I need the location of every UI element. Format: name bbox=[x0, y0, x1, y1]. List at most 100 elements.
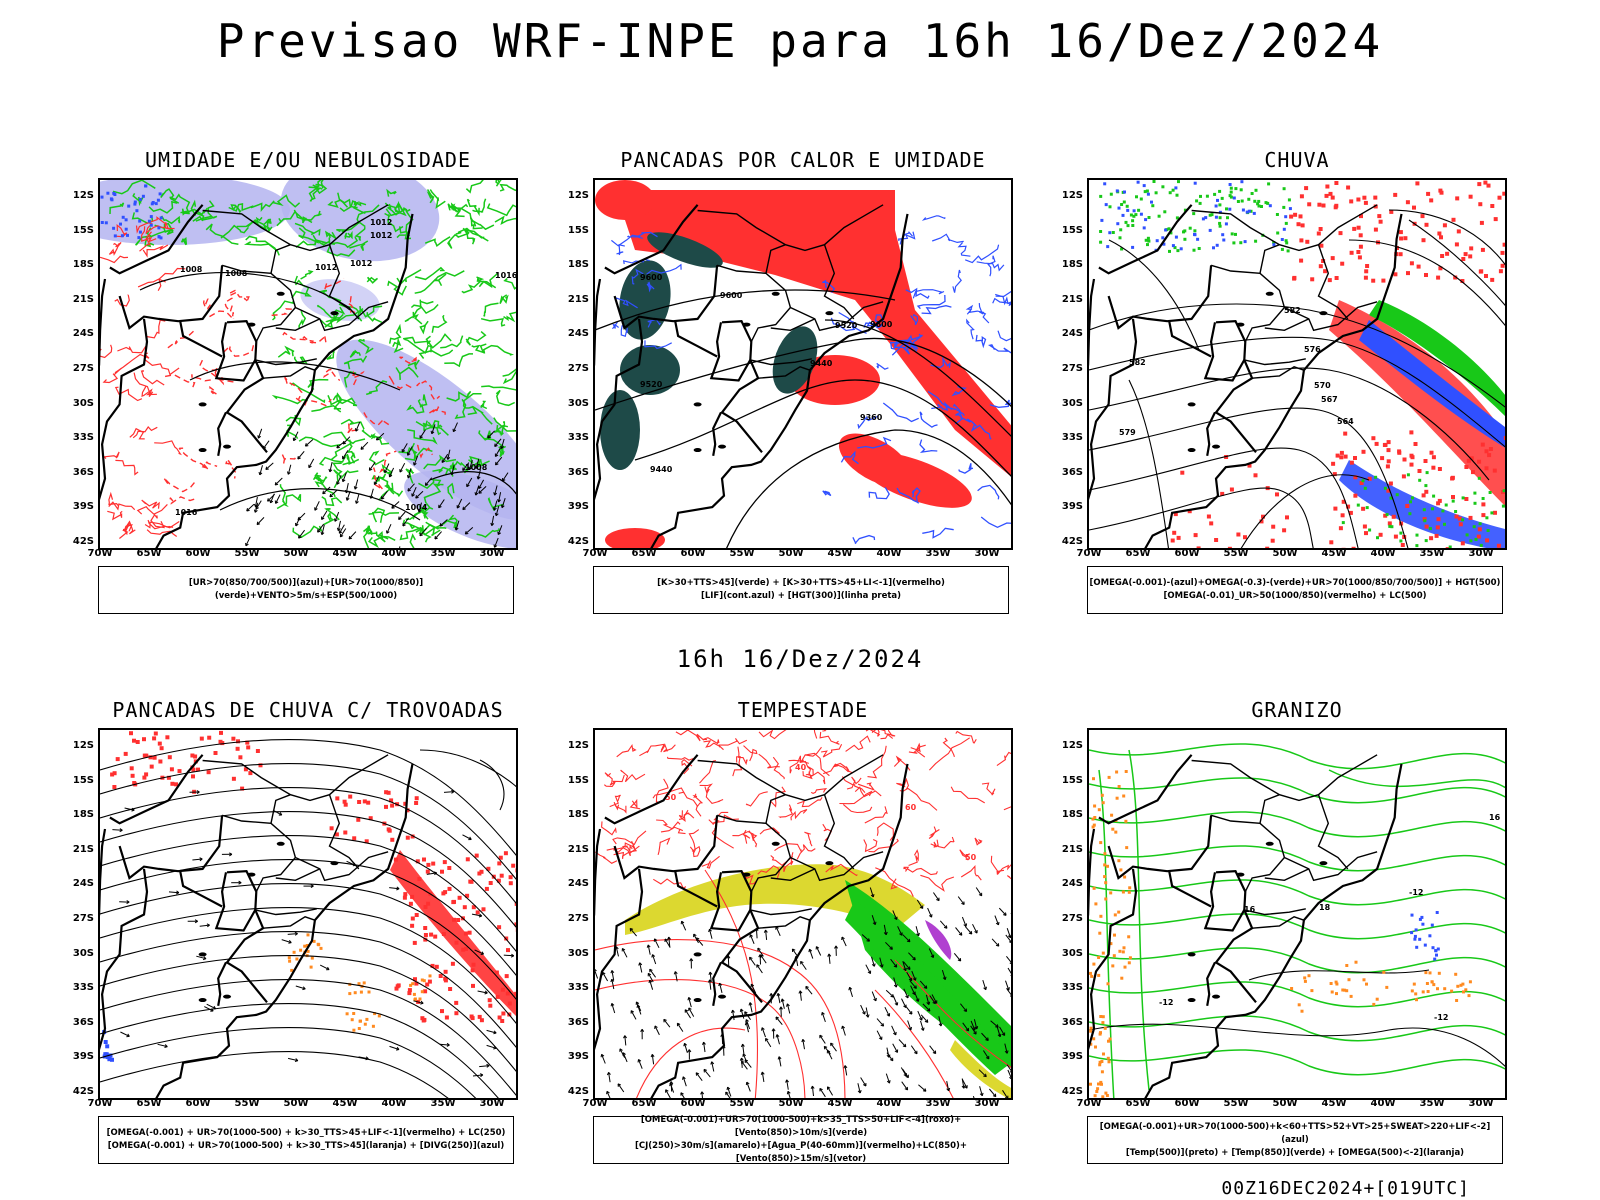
contour-label: 1012 bbox=[370, 218, 392, 227]
panel-title: GRANIZO bbox=[1251, 698, 1343, 722]
legend-line: [K>30+TTS>45](verde) + [K>30+TTS>45+LI<-… bbox=[657, 578, 945, 588]
latitude-axis: 12S 15S 18S 21S 24S 27S 30S 33S 36S 39S 42S bbox=[68, 178, 94, 550]
map-plot: 60 50 40 50 bbox=[595, 730, 1011, 1098]
contour-label: 1012 bbox=[350, 259, 372, 268]
lon-tick-label: 35W bbox=[430, 1098, 456, 1109]
lat-tick-label: 27S bbox=[1061, 913, 1083, 924]
panel-title: CHUVA bbox=[1264, 148, 1330, 172]
subtitle-time: 16h 16/Dez/2024 bbox=[676, 645, 924, 673]
lat-tick-label: 15S bbox=[567, 224, 589, 236]
lat-tick-label: 33S bbox=[72, 432, 94, 444]
lat-tick-label: 12S bbox=[72, 190, 94, 201]
legend-line: [OMEGA(-0.001) + UR>70(1000-500) + k>30_… bbox=[107, 1141, 505, 1151]
map-area[interactable] bbox=[98, 728, 518, 1100]
legend-box: [UR>70(850/700/500)](azul)+[UR>70(1000/8… bbox=[98, 566, 514, 614]
latitude-axis: 12S 15S 18S 21S 24S 27S 30S 33S 36S 39S 42S bbox=[1057, 178, 1083, 550]
lon-tick-label: 30W bbox=[479, 548, 505, 559]
map-panel: CHUVA 582 582 576 570 567 564 579 12S 15S 18S 21S 24… bbox=[1062, 148, 1507, 618]
contour-label: 16 bbox=[1489, 813, 1501, 822]
lat-tick-label: 30S bbox=[72, 947, 94, 959]
legend-line: [OMEGA(-0.001)+UR>70(1000-500)+k<60+TTS>… bbox=[1099, 1121, 1491, 1145]
lat-tick-label: 42S bbox=[72, 1086, 94, 1097]
lat-tick-label: 15S bbox=[72, 224, 94, 236]
lat-tick-label: 36S bbox=[567, 466, 589, 478]
lat-tick-label: 24S bbox=[567, 328, 589, 340]
lat-tick-label: 39S bbox=[567, 501, 589, 513]
lon-tick-label: 50W bbox=[1272, 1098, 1298, 1109]
contour-label: 567 bbox=[1321, 395, 1338, 404]
lat-tick-label: 27S bbox=[72, 913, 94, 924]
lon-tick-label: 50W bbox=[778, 548, 804, 559]
map-area[interactable]: 1012 1012 1008 1008 1012 1016 1004 1008 1016 1012 bbox=[98, 178, 518, 550]
map-area[interactable]: -12 -12 16 16 18 -12 bbox=[1087, 728, 1507, 1100]
lon-tick-label: 50W bbox=[778, 1098, 804, 1109]
contour-label: 18 bbox=[1319, 903, 1331, 912]
lon-tick-label: 60W bbox=[185, 1098, 211, 1109]
lon-tick-label: 50W bbox=[283, 1098, 309, 1109]
lon-tick-label: 40W bbox=[1370, 1098, 1396, 1109]
legend-line: [OMEGA(-0.01)_UR>50(1000/850)(vermelho) … bbox=[1163, 591, 1427, 601]
map-plot: 9600 9600 9520 9600 9440 9520 9360 9440 bbox=[595, 180, 1011, 548]
lon-tick-label: 35W bbox=[1419, 1098, 1445, 1109]
lat-tick-label: 39S bbox=[1061, 501, 1083, 513]
lon-tick-label: 45W bbox=[1321, 548, 1347, 559]
contour-label: 9440 bbox=[810, 359, 833, 368]
map-panel: GRANIZO -12 -12 16 16 18 -12 12S 15S 18S 21S 24S 27S… bbox=[1062, 698, 1507, 1168]
lon-tick-label: 60W bbox=[1174, 548, 1200, 559]
lat-tick-label: 27S bbox=[567, 913, 589, 924]
legend-box: [OMEGA(-0.001)+UR>70(1000-500)+k<60+TTS>… bbox=[1087, 1116, 1503, 1164]
lon-tick-label: 35W bbox=[430, 548, 456, 559]
map-panel: TEMPESTADE 60 50 40 50 12S 15S 18S 21S 24S 27S 30S 3… bbox=[568, 698, 1013, 1168]
lon-tick-label: 60W bbox=[1174, 1098, 1200, 1109]
contour-label: 1004 bbox=[405, 503, 428, 512]
lat-tick-label: 30S bbox=[567, 947, 589, 959]
map-area[interactable]: 9600 9600 9520 9600 9440 9520 9360 9440 bbox=[593, 178, 1013, 550]
lat-tick-label: 39S bbox=[72, 501, 94, 513]
lat-tick-label: 18S bbox=[567, 809, 589, 821]
lat-tick-label: 21S bbox=[567, 843, 589, 855]
lat-tick-label: 42S bbox=[567, 536, 589, 547]
lat-tick-label: 30S bbox=[567, 397, 589, 409]
lat-tick-label: 24S bbox=[72, 328, 94, 340]
contour-label: 564 bbox=[1337, 417, 1354, 426]
map-area[interactable]: 582 582 576 570 567 564 579 bbox=[1087, 178, 1507, 550]
contour-label: 9600 bbox=[720, 291, 743, 300]
contour-label: 9440 bbox=[650, 465, 673, 474]
lat-tick-label: 21S bbox=[567, 293, 589, 305]
lon-tick-label: 55W bbox=[1223, 1098, 1249, 1109]
lat-tick-label: 27S bbox=[72, 363, 94, 374]
contour-label: 9520 bbox=[640, 380, 663, 389]
contour-label: 9600 bbox=[640, 273, 663, 282]
lat-tick-label: 36S bbox=[72, 466, 94, 478]
lon-tick-label: 70W bbox=[1076, 548, 1102, 559]
lon-tick-label: 70W bbox=[87, 1098, 113, 1109]
contour-label: 570 bbox=[1314, 381, 1331, 390]
lon-tick-label: 50W bbox=[283, 548, 309, 559]
lon-tick-label: 70W bbox=[582, 548, 608, 559]
map-plot bbox=[100, 730, 516, 1098]
longitude-axis: 70W 65W 60W 55W 50W 45W 40W 35W 30W bbox=[1077, 1098, 1507, 1112]
lat-tick-label: 18S bbox=[1061, 259, 1083, 271]
lat-tick-label: 12S bbox=[567, 740, 589, 751]
map-area[interactable]: 60 50 40 50 bbox=[593, 728, 1013, 1100]
contour-label: 1008 bbox=[180, 265, 203, 274]
legend-line: [UR>70(850/700/500)](azul)+[UR>70(1000/8… bbox=[188, 578, 424, 601]
lat-tick-label: 12S bbox=[72, 740, 94, 751]
contour-label: 1012 bbox=[370, 231, 392, 240]
lon-tick-label: 40W bbox=[381, 1098, 407, 1109]
lon-tick-label: 55W bbox=[729, 548, 755, 559]
lon-tick-label: 65W bbox=[136, 548, 162, 559]
latitude-axis: 12S 15S 18S 21S 24S 27S 30S 33S 36S 39S 42S bbox=[563, 728, 589, 1100]
lon-tick-label: 40W bbox=[381, 548, 407, 559]
lat-tick-label: 39S bbox=[567, 1051, 589, 1063]
lat-tick-label: 36S bbox=[1061, 1016, 1083, 1028]
contour-label: -12 bbox=[1159, 998, 1173, 1007]
contour-label: -12 bbox=[1434, 1013, 1448, 1022]
lat-tick-label: 24S bbox=[1061, 328, 1083, 340]
legend-line: [CJ(250)>30m/s](amarelo)+[Agua_P(40-60mm… bbox=[634, 1141, 968, 1164]
lat-tick-label: 21S bbox=[1061, 843, 1083, 855]
lon-tick-label: 45W bbox=[332, 548, 358, 559]
map-panel: PANCADAS POR CALOR E UMIDADE 9600 9600 9520… bbox=[568, 148, 1013, 618]
lat-tick-label: 12S bbox=[1061, 190, 1083, 201]
